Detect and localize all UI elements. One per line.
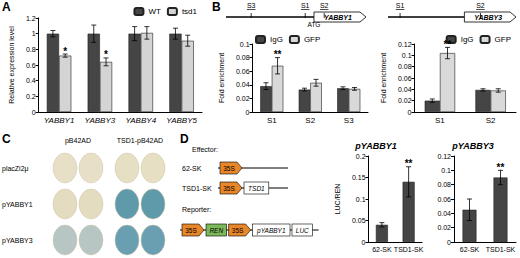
svg-text:62-SK: 62-SK <box>460 246 480 253</box>
svg-text:**: ** <box>405 158 413 169</box>
svg-text:0.05: 0.05 <box>352 217 366 224</box>
svg-text:S3: S3 <box>247 2 256 9</box>
svg-text:0.06: 0.06 <box>398 75 412 82</box>
svg-text:0.12: 0.12 <box>437 153 451 160</box>
svg-text:YABBY3: YABBY3 <box>474 14 502 21</box>
svg-text:REN: REN <box>209 227 223 234</box>
svg-text:0.2: 0.2 <box>356 153 366 160</box>
svg-text:placZi2μ: placZi2μ <box>2 165 29 173</box>
svg-text:**: ** <box>497 162 505 173</box>
svg-text:0.08: 0.08 <box>236 54 250 61</box>
svg-text:62-SK: 62-SK <box>372 246 392 253</box>
svg-text:pYABBY1: pYABBY1 <box>2 201 33 209</box>
svg-text:S2: S2 <box>476 2 485 9</box>
svg-text:LUC: LUC <box>296 227 309 234</box>
svg-text:0.04: 0.04 <box>236 81 250 88</box>
svg-text:YABBY3: YABBY3 <box>85 116 116 125</box>
svg-text:Fold enrichment: Fold enrichment <box>218 53 225 103</box>
svg-text:0.1: 0.1 <box>356 196 366 203</box>
svg-text:TSD1-SK: TSD1-SK <box>486 246 516 253</box>
svg-text:1: 1 <box>32 30 36 37</box>
svg-text:YABBY1: YABBY1 <box>44 116 75 125</box>
svg-text:0.04: 0.04 <box>437 210 451 217</box>
svg-text:0.04: 0.04 <box>398 86 412 93</box>
svg-text:0.08: 0.08 <box>398 63 412 70</box>
svg-text:**: ** <box>444 39 452 50</box>
svg-text:0.6: 0.6 <box>26 62 36 69</box>
svg-text:Reporter:: Reporter: <box>182 206 211 214</box>
html-text:B: B <box>212 0 221 14</box>
svg-text:35S: 35S <box>185 227 197 234</box>
svg-text:0.2: 0.2 <box>26 93 36 100</box>
svg-text:TSD1: TSD1 <box>248 185 265 192</box>
svg-text:YABBY5: YABBY5 <box>166 116 197 125</box>
svg-text:S1: S1 <box>267 116 277 125</box>
svg-text:*: * <box>63 46 67 57</box>
html-text:D: D <box>180 132 189 146</box>
svg-text:0.8: 0.8 <box>26 46 36 53</box>
svg-text:S1: S1 <box>435 116 445 125</box>
svg-text:S1: S1 <box>396 2 405 9</box>
svg-text:GFP: GFP <box>304 35 320 44</box>
svg-text:YABBY4: YABBY4 <box>125 116 156 125</box>
svg-text:0: 0 <box>447 239 451 246</box>
svg-text:0.02: 0.02 <box>398 97 412 104</box>
svg-text:0: 0 <box>32 109 36 116</box>
svg-text:IgG: IgG <box>270 35 283 44</box>
svg-text:YABBY1: YABBY1 <box>324 14 352 21</box>
svg-text:0: 0 <box>246 109 250 116</box>
svg-text:0: 0 <box>362 239 366 246</box>
svg-text:*: * <box>104 49 108 60</box>
svg-text:35S: 35S <box>223 185 235 192</box>
svg-text:TSD1-pB42AD: TSD1-pB42AD <box>117 137 163 145</box>
svg-text:LUC/REN: LUC/REN <box>334 184 341 215</box>
svg-text:pYABBY1: pYABBY1 <box>256 227 286 235</box>
svg-text:0.08: 0.08 <box>437 181 451 188</box>
svg-text:0.4: 0.4 <box>26 77 36 84</box>
svg-text:0.06: 0.06 <box>437 196 451 203</box>
svg-text:S2: S2 <box>305 116 315 125</box>
svg-text:**: ** <box>274 49 282 60</box>
svg-text:0.12: 0.12 <box>398 41 412 48</box>
svg-text:0.02: 0.02 <box>236 95 250 102</box>
svg-text:IgG: IgG <box>461 35 474 44</box>
svg-text:0.02: 0.02 <box>437 224 451 231</box>
svg-text:TSD1-SK: TSD1-SK <box>394 246 424 253</box>
svg-text:35S: 35S <box>223 165 235 172</box>
svg-text:S1: S1 <box>301 2 310 9</box>
svg-text:pYABBY3: pYABBY3 <box>451 141 493 151</box>
svg-text:35S: 35S <box>232 227 244 234</box>
svg-text:pYABBY1: pYABBY1 <box>354 141 396 151</box>
svg-text:0.06: 0.06 <box>236 68 250 75</box>
svg-text:Relative expression level: Relative expression level <box>8 26 16 104</box>
svg-text:TSD1-SK: TSD1-SK <box>182 185 212 192</box>
svg-text:GFP: GFP <box>495 35 511 44</box>
html-text:C: C <box>2 132 11 146</box>
svg-text:ATG: ATG <box>308 21 321 28</box>
html-text:A: A <box>2 0 11 14</box>
svg-text:0.1: 0.1 <box>441 167 451 174</box>
svg-text:0: 0 <box>408 109 412 116</box>
svg-text:S3: S3 <box>344 116 354 125</box>
svg-text:pYABBY3: pYABBY3 <box>2 237 33 245</box>
svg-text:Effector:: Effector: <box>192 146 218 153</box>
svg-text:0.1: 0.1 <box>240 41 250 48</box>
svg-text:S2: S2 <box>320 2 329 9</box>
svg-text:Fold enrichment: Fold enrichment <box>380 53 387 103</box>
svg-text:WT: WT <box>148 7 161 16</box>
svg-text:62-SK: 62-SK <box>182 165 202 172</box>
svg-text:0.15: 0.15 <box>352 174 366 181</box>
svg-text:1.2: 1.2 <box>26 15 36 22</box>
svg-text:tsd1: tsd1 <box>182 7 198 16</box>
svg-text:0.1: 0.1 <box>402 52 412 59</box>
svg-text:S2: S2 <box>486 116 496 125</box>
svg-text:pB42AD: pB42AD <box>65 137 91 145</box>
